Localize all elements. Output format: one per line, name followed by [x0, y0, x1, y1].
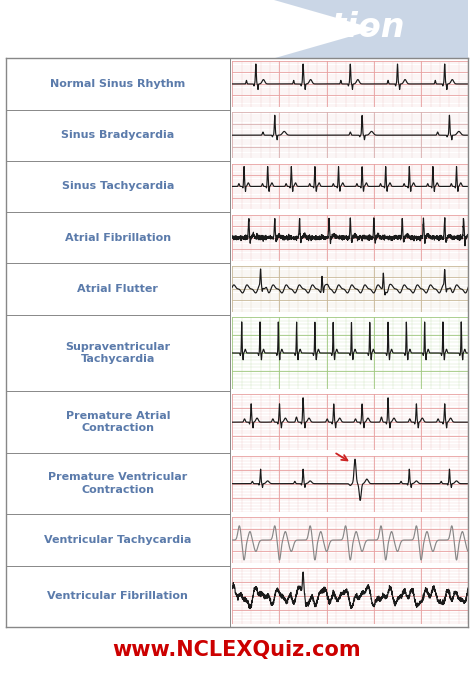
Text: Atrial Flutter: Atrial Flutter: [77, 284, 158, 294]
Polygon shape: [274, 0, 468, 58]
Text: www.NCLEXQuiz.com: www.NCLEXQuiz.com: [113, 640, 361, 660]
Text: Sinus Bradycardia: Sinus Bradycardia: [61, 130, 174, 140]
Text: Atrial Fibrillation: Atrial Fibrillation: [65, 233, 171, 243]
Text: EKG Interpretation: EKG Interpretation: [51, 12, 405, 45]
Text: Supraventricular
Tachycardia: Supraventricular Tachycardia: [65, 342, 170, 364]
Text: Ventricular Fibrillation: Ventricular Fibrillation: [47, 591, 188, 601]
Text: Premature Atrial
Contraction: Premature Atrial Contraction: [65, 411, 170, 433]
Text: Normal Sinus Rhythm: Normal Sinus Rhythm: [50, 79, 185, 89]
Text: Sinus Tachycardia: Sinus Tachycardia: [62, 182, 174, 191]
Text: Premature Ventricular
Contraction: Premature Ventricular Contraction: [48, 473, 187, 495]
Text: Ventricular Tachycardia: Ventricular Tachycardia: [44, 535, 191, 545]
